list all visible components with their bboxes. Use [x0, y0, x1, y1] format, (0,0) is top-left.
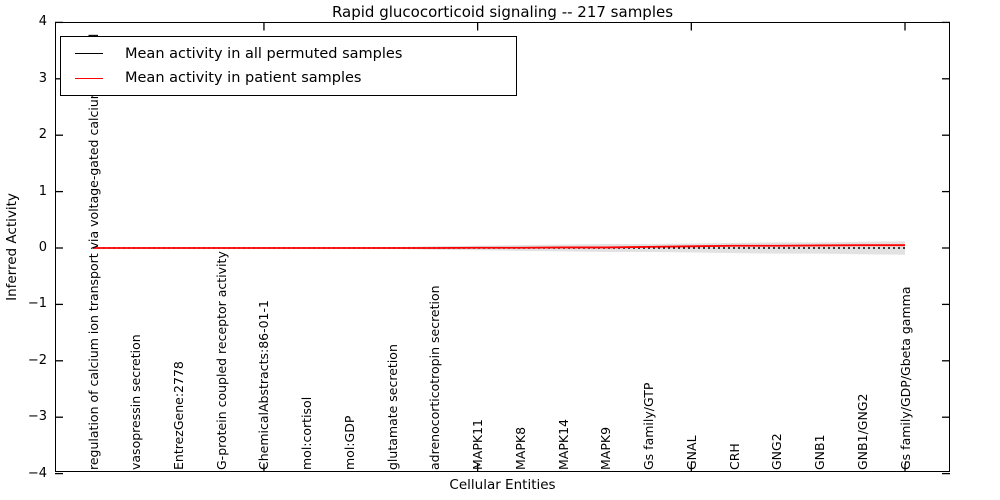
chart-title: Rapid glucocorticoid signaling -- 217 sa…	[331, 3, 674, 21]
y-tick-label: 1	[38, 183, 47, 199]
x-category-label: GNB1/GNG2	[854, 393, 870, 470]
y-tick-label: 2	[38, 127, 47, 143]
x-category-label: G-protein coupled receptor activity	[213, 251, 229, 470]
legend: Mean activity in all permuted samples Me…	[60, 36, 517, 96]
x-category-label: EntrezGene:2778	[170, 361, 186, 470]
permuted-line-swatch	[75, 53, 103, 55]
patient-line-swatch	[75, 77, 103, 79]
x-category-label: mol:cortisol	[299, 396, 315, 470]
x-category-label: GNB1	[812, 434, 828, 470]
legend-label-patient: Mean activity in patient samples	[125, 70, 362, 87]
y-tick-label: −1	[27, 296, 47, 312]
y-tick-label: −4	[27, 465, 47, 481]
legend-label-permuted: Mean activity in all permuted samples	[125, 45, 403, 62]
y-tick-label: 0	[38, 240, 47, 255]
x-category-label: adrenocorticotropin secretion	[427, 285, 443, 470]
x-category-label: mol:GDP	[341, 415, 357, 470]
x-category-label: MAPK8	[512, 426, 528, 470]
y-tick-label: 4	[38, 14, 47, 30]
x-category-label: glutamate secretion	[384, 344, 400, 470]
x-category-label: regulation of calcium ion transport via …	[85, 33, 101, 470]
x-category-label: vasopressin secretion	[128, 334, 144, 470]
x-category-label: ChemicalAbstracts:86-01-1	[256, 300, 272, 470]
legend-item-patient: Mean activity in patient samples	[61, 70, 516, 86]
x-category-label: GNAL	[683, 435, 699, 470]
x-category-label: MAPK14	[555, 419, 571, 470]
x-category-label: CRH	[726, 443, 742, 470]
y-tick-label: −2	[27, 352, 47, 368]
x-category-label: Gs family/GTP	[641, 382, 657, 470]
x-category-label: Gs family/GDP/Gbeta gamma	[897, 286, 913, 470]
legend-item-permuted: Mean activity in all permuted samples	[61, 46, 516, 62]
x-category-label: MAPK9	[598, 426, 614, 470]
y-tick-label: −3	[27, 409, 47, 425]
x-category-label: GNG2	[769, 433, 785, 470]
x-category-label: MAPK11	[470, 419, 486, 470]
y-tick-label: 3	[38, 70, 47, 86]
x-axis-label: Cellular Entities	[449, 477, 556, 493]
